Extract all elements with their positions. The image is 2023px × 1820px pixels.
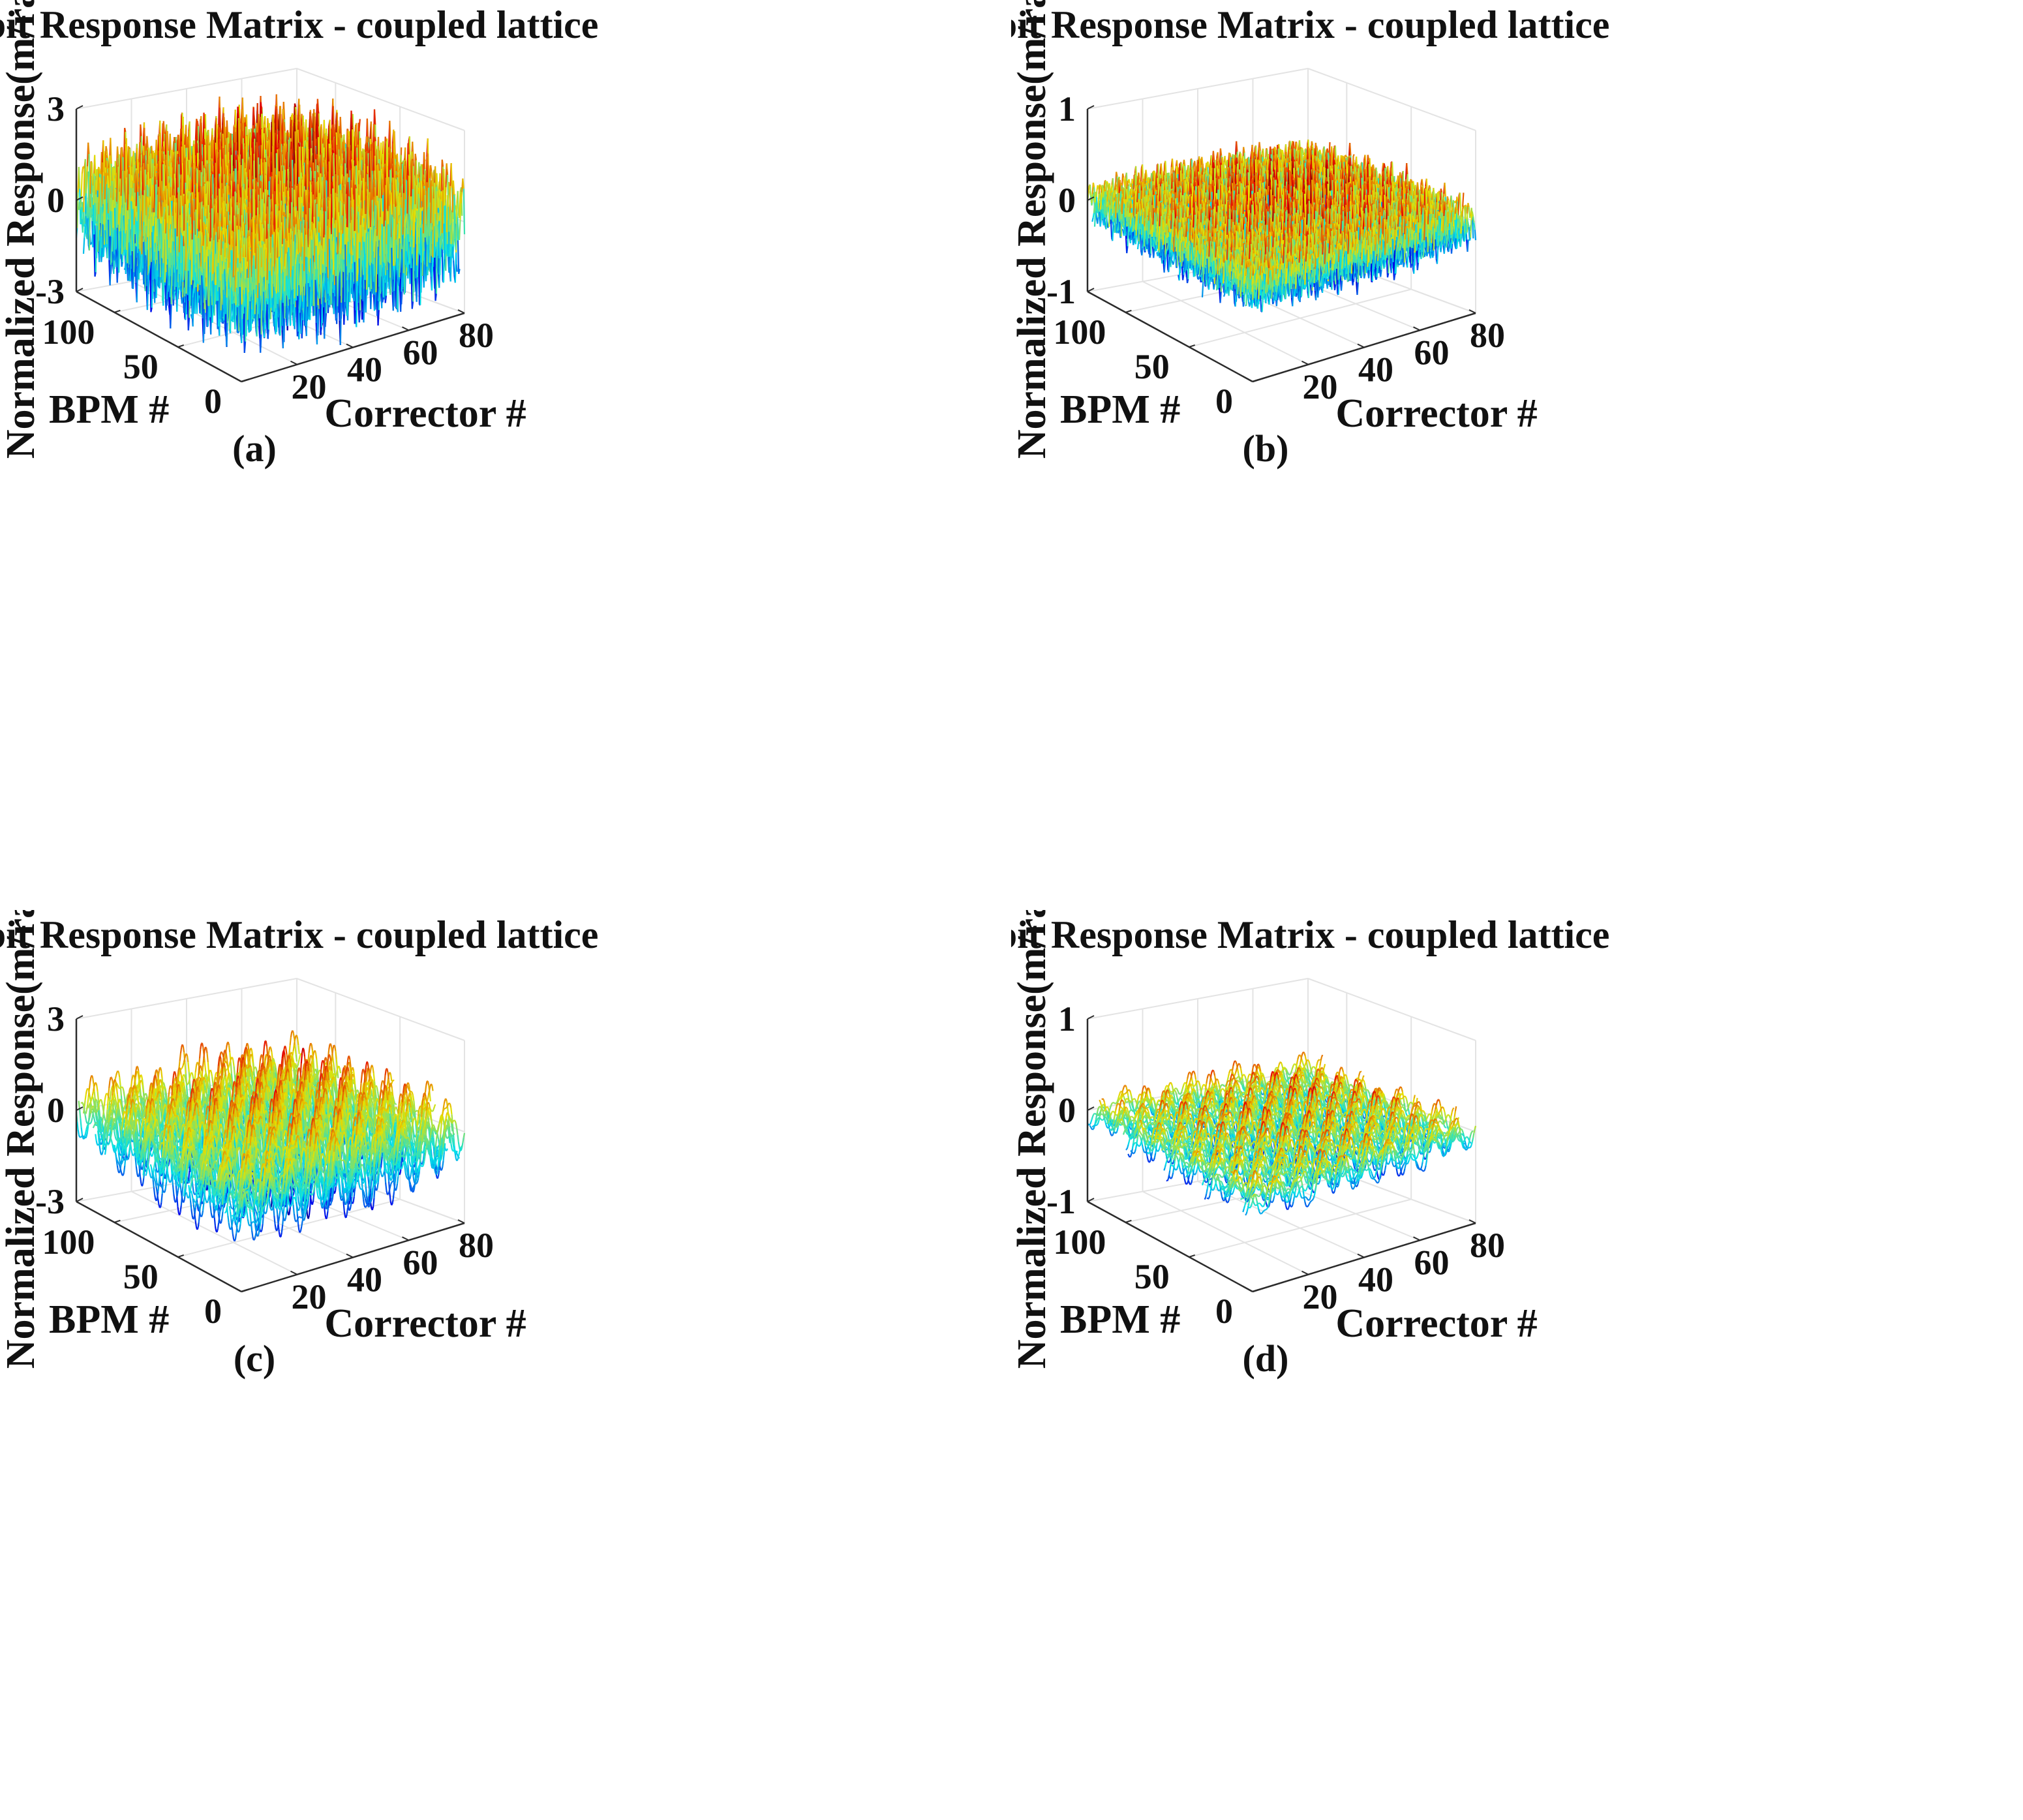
surface-segment [129,147,130,149]
surface-segment [88,172,89,213]
surface-segment [121,147,122,172]
surface-segment [92,162,93,184]
surface-segment [79,167,80,189]
surface-segment [261,102,262,114]
surface-segment [105,173,106,199]
panel-a: Orbit Response Matrix - coupled lattice -… [0,0,1011,910]
surface-segment [99,170,100,174]
surface-segment [126,208,127,211]
surface-segment [81,207,82,219]
surface-segment [94,174,95,203]
surface-segment [122,262,123,267]
surface-segment [245,123,246,127]
surface-segment [163,123,164,142]
grid-line [297,68,464,130]
surface-segment [101,213,102,236]
surface-segment [96,226,97,273]
surface-segment [114,181,115,204]
surface-segment [77,192,78,228]
surface-segment [141,154,142,155]
surface-segment [188,136,189,147]
surface-segment [103,140,104,175]
surface-segment [88,143,89,154]
surface-segment [114,256,115,261]
surface-segment [197,119,198,141]
surface-segment [85,159,86,194]
surface-segment [94,234,95,277]
surface-segment [220,108,221,132]
surface-segment [178,135,179,157]
surface-segment [238,107,239,119]
surface-segment [114,168,115,175]
surface-segment [125,208,126,234]
surface-segment [87,219,88,245]
surface-plot-a: Orbit Response Matrix - coupled lattice-… [0,0,1011,910]
surface-segment [82,167,83,174]
surface-segment [102,194,103,204]
surface-segment [133,181,134,183]
surface-segment [83,212,84,233]
surface-segment [108,220,109,260]
surface-segment [95,272,96,277]
surface-segment [121,171,122,196]
surface-segment [101,248,102,262]
surface-segment [93,205,94,234]
surface-segment [163,147,164,152]
surface-segment [219,127,220,139]
surface-mesh [76,95,464,353]
surface-segment [82,202,83,207]
surface-segment [174,137,175,143]
surface-segment [140,125,141,136]
surface-segment [98,214,99,252]
surface-segment [106,155,107,158]
surface-segment [204,113,205,129]
surface-segment [117,147,118,159]
surface-segment [100,237,101,256]
surface-segment [81,222,82,224]
surface-segment [97,197,98,202]
surface-segment [119,213,120,231]
surface-segment [156,150,157,167]
surface-segment [110,138,111,164]
surface-segment [111,211,112,237]
surface-segment [117,166,118,167]
surface-segment [112,200,113,211]
surface-segment [227,121,228,138]
surface-segment [112,228,113,251]
surface-segment [106,146,107,151]
surface-segment [110,265,111,286]
surface-segment [128,267,129,281]
surface-segment [86,233,87,234]
surface-segment [117,228,118,268]
surface-segment [107,219,108,244]
surface-segment [151,146,152,159]
surface-segment [226,138,227,153]
surface-segment [85,226,86,234]
surface-segment [105,230,106,247]
surface-segment [185,135,186,148]
surface-segment [100,183,101,207]
surface-segment [91,161,92,162]
surface-segment [170,134,171,151]
surface-segment [144,128,145,155]
surface-segment [120,196,121,213]
surface-segment [107,173,108,175]
surface-segment [107,160,108,168]
